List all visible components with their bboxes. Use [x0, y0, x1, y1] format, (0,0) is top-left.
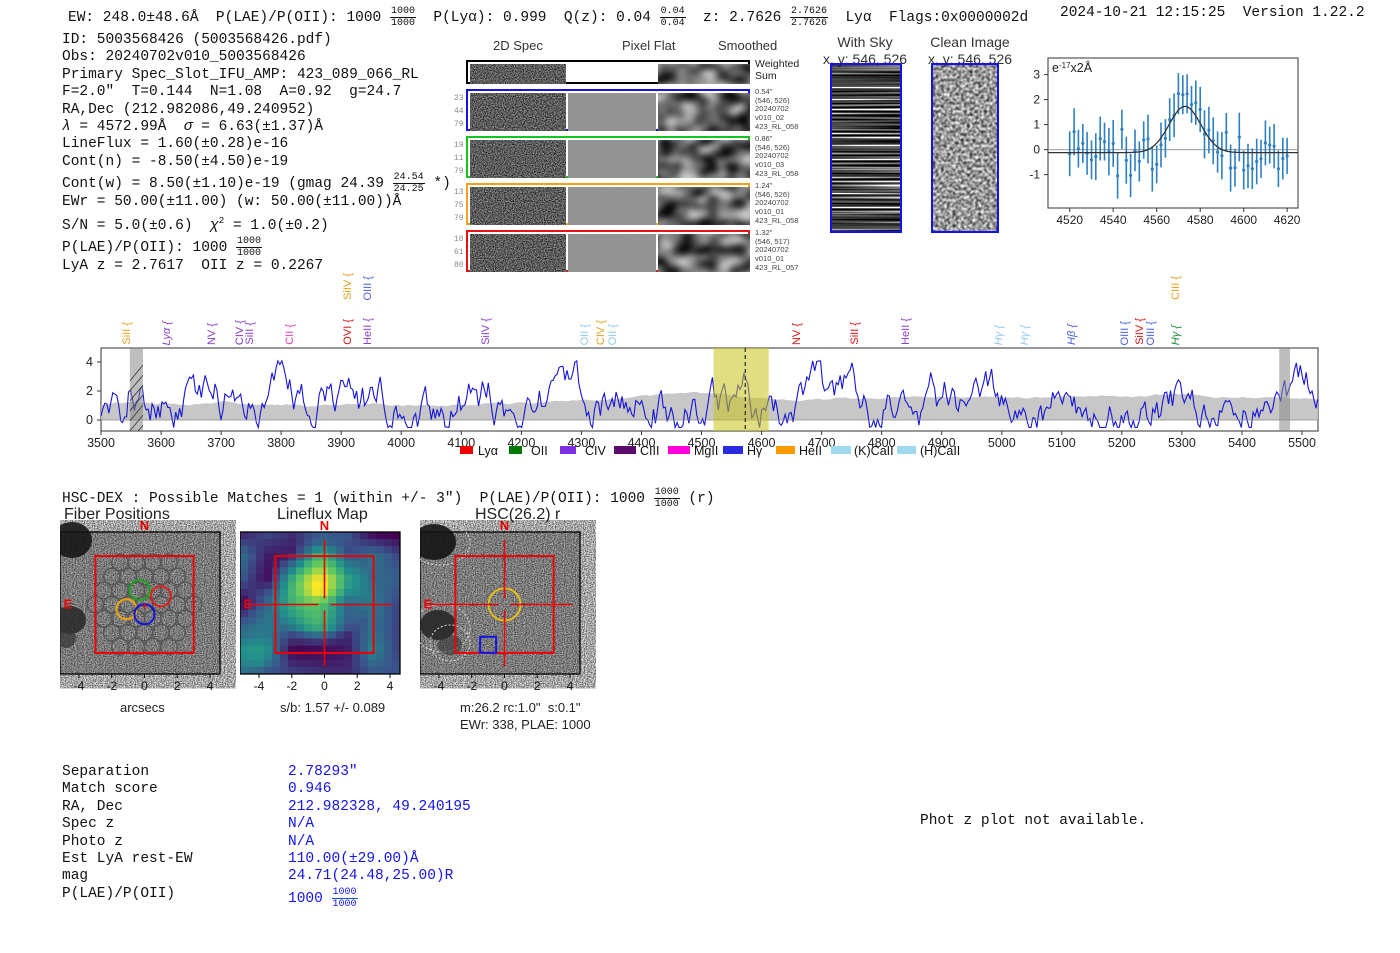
- svg-text:N: N: [320, 520, 329, 533]
- svg-text:-4: -4: [254, 679, 265, 693]
- svg-text:3600: 3600: [147, 436, 175, 450]
- svg-text:5300: 5300: [1168, 436, 1196, 450]
- svg-text:0: 0: [501, 679, 508, 693]
- svg-text:0: 0: [321, 679, 328, 693]
- svg-text:4600: 4600: [1230, 213, 1257, 227]
- svg-text:5000: 5000: [988, 436, 1016, 450]
- svg-text:E: E: [244, 597, 253, 612]
- svg-text:5400: 5400: [1228, 436, 1256, 450]
- svg-text:3800: 3800: [267, 436, 295, 450]
- svg-text:3900: 3900: [327, 436, 355, 450]
- svg-text:4560: 4560: [1143, 213, 1170, 227]
- svg-text:+: +: [141, 598, 149, 613]
- svg-text:-2: -2: [466, 679, 477, 693]
- svg-text:2: 2: [354, 679, 361, 693]
- svg-text:4620: 4620: [1274, 213, 1301, 227]
- svg-text:4520: 4520: [1056, 213, 1083, 227]
- svg-text:E: E: [64, 597, 73, 612]
- svg-text:1: 1: [1033, 118, 1040, 132]
- svg-text:0: 0: [1033, 143, 1040, 157]
- svg-text:2: 2: [1033, 93, 1040, 107]
- svg-text:4580: 4580: [1187, 213, 1214, 227]
- svg-text:4540: 4540: [1100, 213, 1127, 227]
- svg-text:-2: -2: [106, 679, 117, 693]
- svg-text:2: 2: [174, 679, 181, 693]
- svg-text:0: 0: [86, 413, 93, 427]
- svg-text:N: N: [140, 520, 149, 533]
- svg-text:-1: -1: [1029, 168, 1040, 182]
- svg-text:2: 2: [534, 679, 541, 693]
- svg-text:4: 4: [567, 679, 574, 693]
- svg-text:N: N: [500, 520, 509, 533]
- svg-text:e-17x2Å: e-17x2Å: [1052, 60, 1093, 75]
- svg-text:4: 4: [387, 679, 394, 693]
- svg-text:5200: 5200: [1108, 436, 1136, 450]
- svg-text:4000: 4000: [387, 436, 415, 450]
- svg-text:3700: 3700: [207, 436, 235, 450]
- svg-text:-4: -4: [434, 679, 445, 693]
- svg-text:5500: 5500: [1288, 436, 1316, 450]
- svg-text:E: E: [424, 597, 433, 612]
- svg-text:3: 3: [1033, 68, 1040, 82]
- svg-text:-4: -4: [74, 679, 85, 693]
- svg-text:4: 4: [207, 679, 214, 693]
- svg-text:0: 0: [141, 679, 148, 693]
- svg-text:2: 2: [86, 384, 93, 398]
- svg-text:5100: 5100: [1048, 436, 1076, 450]
- svg-text:4: 4: [86, 355, 93, 369]
- svg-text:-2: -2: [286, 679, 297, 693]
- svg-text:3500: 3500: [87, 436, 115, 450]
